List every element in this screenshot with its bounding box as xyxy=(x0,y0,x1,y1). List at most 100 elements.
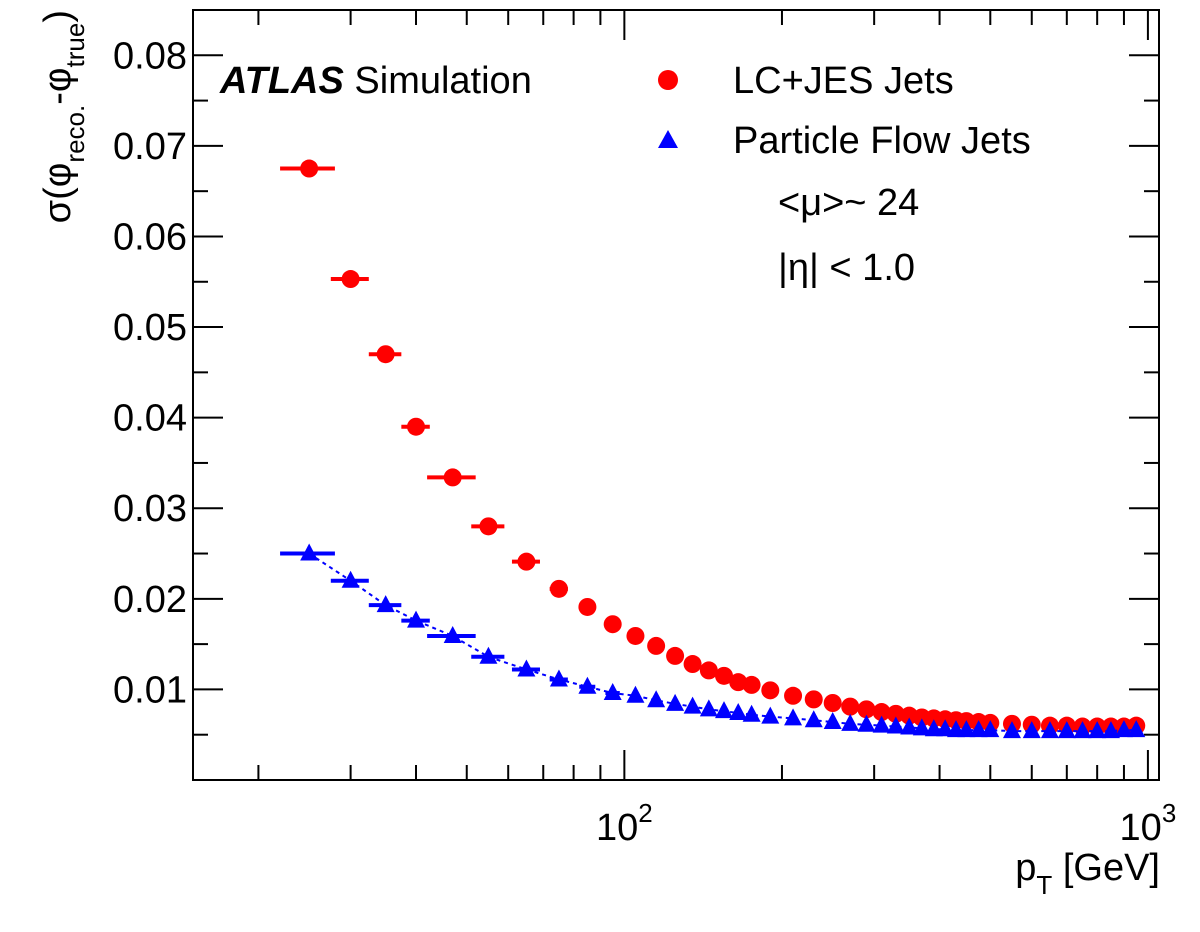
particle-flow-point xyxy=(647,690,666,708)
lc-jes-point xyxy=(872,703,891,722)
particle-flow-point xyxy=(666,693,685,711)
particle-flow-point xyxy=(729,702,748,720)
lc-jes-point xyxy=(886,704,905,723)
particle-flow-point xyxy=(912,718,931,736)
particle-flow-point xyxy=(683,696,702,714)
particle-flow-point xyxy=(300,543,319,561)
particle-flow-point xyxy=(407,610,426,628)
legend-marker-lc-jes xyxy=(658,70,678,90)
particle-flow-point xyxy=(857,714,876,732)
simulation-label: Simulation xyxy=(344,60,532,102)
lc-jes-point xyxy=(443,468,462,487)
annotation-mu: <μ>~ 24 xyxy=(778,182,919,224)
lc-jes-point xyxy=(784,686,803,705)
lc-jes-point xyxy=(647,636,666,655)
particle-flow-point xyxy=(1073,721,1092,739)
legend-label-lc-jes: LC+JES Jets xyxy=(733,60,954,102)
particle-flow-point xyxy=(603,683,622,701)
lc-jes-point xyxy=(683,655,702,674)
lc-jes-point xyxy=(603,615,622,634)
lc-jes-point xyxy=(857,700,876,719)
y-tick-label: 0.02 xyxy=(113,579,187,621)
y-axis-title-suffix: ) xyxy=(37,10,79,23)
particle-flow-point xyxy=(969,720,988,738)
lc-jes-point xyxy=(517,552,536,571)
particle-flow-point xyxy=(742,704,761,722)
particle-flow-point xyxy=(1101,721,1120,739)
particle-flow-point xyxy=(376,595,395,613)
lc-jes-point xyxy=(626,626,645,645)
lc-jes-point xyxy=(699,661,718,680)
y-axis-title-mid: -φ xyxy=(37,67,79,104)
particle-flow-point xyxy=(823,712,842,730)
particle-flow-point xyxy=(957,720,976,738)
particle-flow-point xyxy=(699,699,718,717)
particle-flow-point xyxy=(715,701,734,719)
y-tick-labels: 0.01 0.02 0.03 0.04 0.05 0.06 0.07 0.08 xyxy=(113,35,187,711)
lc-jes-point xyxy=(823,694,842,712)
particle-flow-point xyxy=(1057,721,1076,739)
y-axis-title: σ(φreco.-φtrue) xyxy=(37,10,90,223)
particle-flow-point xyxy=(1127,720,1146,738)
lc-jes-point xyxy=(841,697,860,716)
y-axis-title-sub2: true xyxy=(60,23,90,68)
particle-flow-point xyxy=(1040,721,1059,739)
lc-jes-point xyxy=(666,646,685,665)
lc-jes-point xyxy=(341,270,360,289)
y-axis-title-prefix: σ(φ xyxy=(37,163,79,224)
particle-flow-point xyxy=(841,713,860,731)
lc-jes-point xyxy=(549,579,568,598)
y-tick-label: 0.08 xyxy=(113,35,187,77)
particle-flow-point xyxy=(341,570,360,588)
legend-marker-particle-flow xyxy=(658,130,678,148)
particle-flow-point xyxy=(900,717,919,735)
particle-flow-point xyxy=(626,685,645,703)
y-tick-label: 0.01 xyxy=(113,669,187,711)
lc-jes-point xyxy=(578,597,597,616)
particle-flow-point xyxy=(761,706,780,724)
lc-jes-point xyxy=(407,417,426,436)
data-layer xyxy=(280,159,1146,739)
lc-jes-point xyxy=(729,673,748,692)
lc-jes-point xyxy=(761,681,780,700)
lc-jes-point xyxy=(300,159,319,178)
particle-flow-point xyxy=(549,669,568,687)
particle-flow-point xyxy=(981,720,1000,738)
particle-flow-point xyxy=(578,676,597,694)
particle-flow-point xyxy=(479,646,498,664)
particle-flow-point xyxy=(443,625,462,643)
y-tick-label: 0.06 xyxy=(113,216,187,258)
experiment-label: ATLAS Simulation xyxy=(219,60,532,102)
particle-flow-point xyxy=(936,719,955,737)
particle-flow-point xyxy=(1114,720,1133,738)
particle-flow-point xyxy=(517,659,536,677)
x-tick-labels: 102 103 xyxy=(596,798,1176,849)
axis-ticks xyxy=(193,9,1159,780)
particle-flow-point xyxy=(924,719,943,737)
lc-jes-point xyxy=(479,517,498,536)
particle-flow-point xyxy=(1022,721,1041,739)
annotation-eta: |η| < 1.0 xyxy=(778,247,915,289)
particle-flow-point xyxy=(1002,721,1021,739)
x-tick-label: 103 xyxy=(1120,798,1177,849)
legend-label-particle-flow: Particle Flow Jets xyxy=(733,120,1031,162)
y-axis-title-sub1: reco. xyxy=(60,105,90,163)
particle-flow-point xyxy=(886,716,905,734)
y-tick-label: 0.05 xyxy=(113,307,187,349)
atlas-label: ATLAS xyxy=(219,60,344,102)
y-tick-label: 0.04 xyxy=(113,398,187,440)
y-tick-label: 0.03 xyxy=(113,488,187,530)
particle-flow-point xyxy=(1088,721,1107,739)
x-axis-title: pT [GeV] xyxy=(1015,847,1160,900)
lc-jes-point xyxy=(804,690,823,709)
plot-frame xyxy=(192,9,1160,781)
particle-flow-point xyxy=(784,708,803,726)
lc-jes-point xyxy=(376,345,395,364)
x-axis-title-main: p xyxy=(1015,847,1036,889)
lc-jes-point xyxy=(742,675,761,694)
x-axis-title-sub: T xyxy=(1036,870,1052,900)
particle-flow-point xyxy=(872,715,891,733)
x-axis-title-unit: [GeV] xyxy=(1052,847,1160,889)
y-tick-label: 0.07 xyxy=(113,126,187,168)
